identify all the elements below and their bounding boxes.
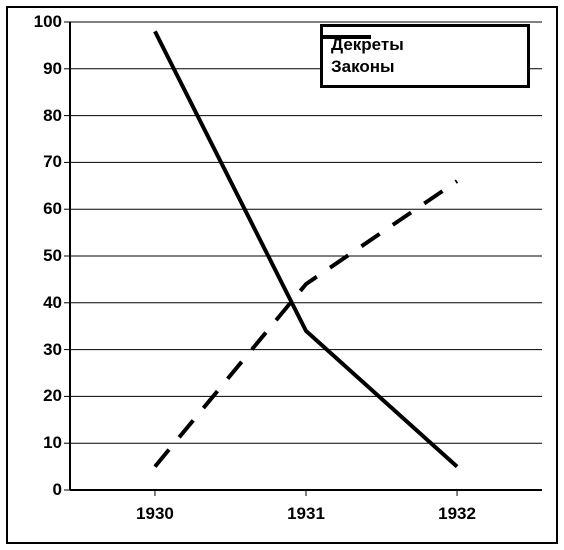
xtick-label: 1931: [287, 504, 325, 524]
ytick-label: 30: [22, 340, 62, 360]
legend-swatch: [323, 27, 371, 47]
ytick-label: 80: [22, 106, 62, 126]
ytick-label: 90: [22, 59, 62, 79]
ytick-label: 100: [22, 12, 62, 32]
ytick-label: 70: [22, 152, 62, 172]
legend-label: Законы: [331, 57, 395, 77]
ytick-label: 40: [22, 293, 62, 313]
legend-item: Законы: [331, 57, 519, 77]
ytick-label: 10: [22, 433, 62, 453]
xtick-label: 1932: [438, 504, 476, 524]
ytick-label: 50: [22, 246, 62, 266]
xtick-label: 1930: [136, 504, 174, 524]
line-chart: 0 10 20 30 40 50 60 70 80 90 100 1930 1931 1932 Декр…: [0, 0, 564, 550]
legend: ДекретыЗаконы: [320, 24, 530, 88]
ytick-label: 60: [22, 199, 62, 219]
ytick-label: 20: [22, 386, 62, 406]
ytick-label: 0: [22, 480, 62, 500]
